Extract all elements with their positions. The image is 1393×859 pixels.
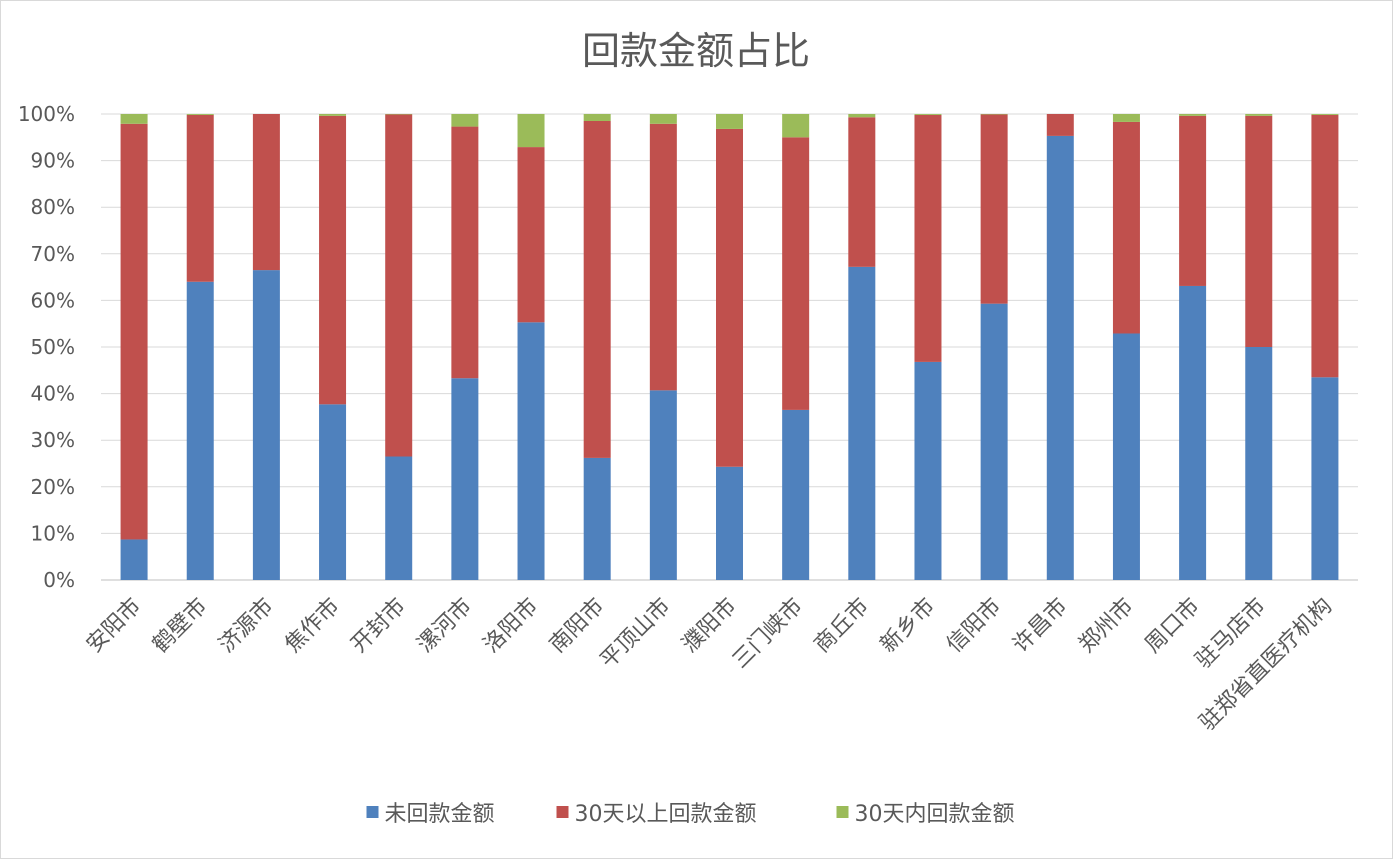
bar-segment[interactable] — [782, 409, 810, 580]
bar-segment[interactable] — [914, 361, 942, 580]
x-tick-label: 焦作市 — [280, 594, 344, 658]
y-tick-label: 30% — [31, 428, 75, 452]
legend-item[interactable]: 30天以上回款金额 — [556, 802, 757, 827]
bar-segment[interactable] — [186, 281, 214, 580]
x-tick-label: 开封市 — [347, 594, 411, 658]
bar-segment[interactable] — [186, 114, 214, 115]
bar-segment[interactable] — [1311, 377, 1339, 580]
bar-segment[interactable] — [848, 114, 876, 118]
bar-segment[interactable] — [120, 114, 148, 124]
y-tick-label: 10% — [31, 521, 75, 545]
x-tick-label: 平顶山市 — [596, 594, 676, 674]
y-tick-label: 50% — [31, 335, 75, 359]
bar-segment[interactable] — [1112, 333, 1140, 580]
legend-swatch — [556, 806, 569, 818]
bar-segment[interactable] — [252, 270, 280, 580]
x-tick-label: 许昌市 — [1008, 594, 1072, 658]
x-tick-label: 漯河市 — [413, 594, 477, 658]
legend-item[interactable]: 30天内回款金额 — [836, 802, 1015, 827]
y-tick-label: 90% — [31, 149, 75, 173]
bar-segment[interactable] — [782, 137, 810, 410]
bar-segment[interactable] — [120, 539, 148, 580]
bar-segment[interactable] — [319, 115, 347, 405]
bar-segment[interactable] — [319, 404, 347, 580]
x-tick-label: 安阳市 — [82, 594, 146, 658]
bar-segment[interactable] — [517, 114, 545, 148]
legend[interactable]: 未回款金额 30天以上回款金额 30天内回款金额 — [366, 802, 1015, 827]
bar-segment[interactable] — [848, 117, 876, 267]
legend-item[interactable]: 未回款金额 — [366, 802, 495, 827]
y-tick-label: 0% — [43, 568, 75, 592]
bar-segment[interactable] — [252, 114, 280, 271]
y-tick-label: 70% — [31, 242, 75, 266]
bar-segment[interactable] — [1245, 347, 1273, 580]
bar-segment[interactable] — [716, 128, 743, 467]
bar-segment[interactable] — [649, 114, 677, 124]
chart-title: 回款金额占比 — [582, 29, 810, 73]
y-tick-label: 100% — [18, 102, 75, 126]
bar-segment[interactable] — [186, 114, 214, 282]
bar-segment[interactable] — [451, 126, 479, 379]
bar-segment[interactable] — [1245, 114, 1273, 116]
bar-segment[interactable] — [1112, 121, 1140, 334]
bar-segment[interactable] — [1311, 114, 1339, 378]
bar-segment[interactable] — [1179, 115, 1207, 286]
bar-segment[interactable] — [914, 114, 942, 115]
x-tick-label: 濮阳市 — [677, 594, 741, 658]
x-tick-label: 新乡市 — [876, 594, 940, 658]
bar-segment[interactable] — [1112, 114, 1140, 122]
bar-segment[interactable] — [649, 123, 677, 391]
bar-segment[interactable] — [848, 266, 876, 580]
x-tick-label: 济源市 — [214, 594, 278, 658]
x-tick-label: 商丘市 — [810, 594, 874, 658]
bar-segment[interactable] — [1245, 115, 1273, 347]
y-tick-label: 20% — [31, 475, 75, 499]
bar-segment[interactable] — [451, 114, 479, 127]
legend-label: 30天以上回款金额 — [575, 802, 757, 827]
legend-label: 未回款金额 — [385, 802, 495, 827]
bar-segment[interactable] — [583, 114, 611, 121]
bar-segment[interactable] — [120, 123, 148, 540]
bar-segment[interactable] — [914, 114, 942, 362]
bar-segment[interactable] — [782, 114, 810, 138]
y-tick-label: 80% — [31, 195, 75, 219]
bar-segment[interactable] — [1046, 114, 1074, 136]
legend-label: 30天内回款金额 — [855, 802, 1015, 827]
bar-segment[interactable] — [716, 466, 743, 580]
bar-segment[interactable] — [385, 456, 413, 580]
x-tick-label: 周口市 — [1140, 594, 1204, 658]
bar-segment[interactable] — [1179, 114, 1207, 116]
y-tick-label: 60% — [31, 288, 75, 312]
x-tick-label: 三门峡市 — [728, 594, 808, 674]
bar-segment[interactable] — [451, 378, 479, 580]
y-axis-ticks: 0% 10% 20% 30% 40% 50% 60% 70% 80% 90% 100% — [18, 102, 75, 592]
x-tick-label: 郑州市 — [1074, 594, 1138, 658]
x-tick-label: 洛阳市 — [479, 594, 543, 658]
legend-swatch — [366, 806, 379, 818]
bar-segment[interactable] — [319, 114, 347, 116]
x-tick-label: 鹤壁市 — [148, 594, 212, 658]
legend-swatch — [836, 806, 849, 818]
bar-segment[interactable] — [980, 114, 1008, 304]
bar-segment[interactable] — [385, 114, 413, 457]
bar-segment[interactable] — [716, 114, 743, 129]
bars — [120, 114, 1339, 581]
bar-segment[interactable] — [583, 120, 611, 458]
bar-segment[interactable] — [980, 303, 1008, 580]
bar-segment[interactable] — [1046, 135, 1074, 581]
bar-segment[interactable] — [517, 147, 545, 323]
bar-segment[interactable] — [649, 390, 677, 580]
bar-segment[interactable] — [1311, 114, 1339, 115]
y-tick-label: 40% — [31, 382, 75, 406]
x-tick-label: 信阳市 — [942, 594, 1006, 658]
x-tick-label: 南阳市 — [545, 594, 609, 658]
bar-segment[interactable] — [583, 457, 611, 580]
bar-segment[interactable] — [517, 322, 545, 580]
bar-segment[interactable] — [1179, 285, 1207, 580]
